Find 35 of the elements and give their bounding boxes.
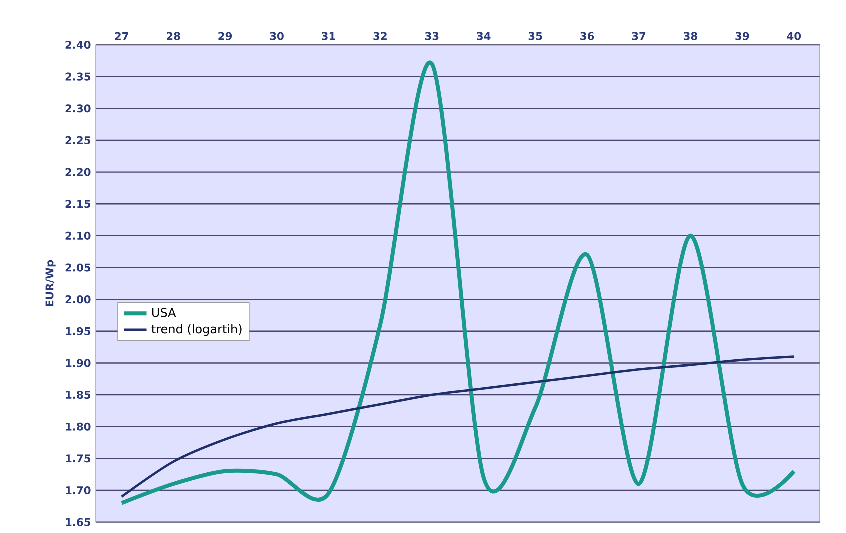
x-tick-label: 40 (787, 32, 802, 40)
x-tick-label: 30 (270, 32, 284, 40)
x-tick-label: 38 (684, 32, 698, 40)
y-tick-label: 2.15 (66, 200, 91, 208)
y-tick-label: 1.75 (66, 454, 91, 463)
y-tick-label: 2.40 (66, 40, 91, 50)
y-tick-label: 1.95 (66, 327, 91, 336)
y-tick-label: 1.85 (66, 391, 91, 400)
y-tick-label: 2.30 (66, 104, 91, 113)
line-series (120, 356, 796, 498)
y-tick-label: 2.35 (66, 72, 91, 81)
x-tick-label: 33 (425, 32, 439, 40)
x-tick-label: 31 (322, 32, 336, 40)
x-tick-label: 35 (528, 32, 542, 40)
y-tick-label: 1.90 (66, 359, 91, 368)
x-tick-label: 32 (374, 32, 387, 40)
y-tick-label: 2.10 (66, 232, 91, 240)
y-tick-label: 2.20 (66, 168, 91, 176)
y-tick-label: 2.25 (66, 136, 91, 144)
x-tick-label: 39 (736, 32, 750, 40)
y-tick-label: 2.05 (66, 264, 91, 272)
y-tick-label: 1.70 (66, 486, 91, 495)
x-tick-label: 27 (115, 32, 128, 40)
x-tick-label: 37 (632, 32, 646, 40)
x-tick-label: 36 (580, 32, 594, 40)
x-tick-label: 28 (166, 32, 180, 40)
y-axis-title: EUR/Wp (46, 260, 56, 306)
y-tick-label: 1.80 (66, 422, 91, 431)
line-series (120, 62, 796, 506)
y-tick-label: 2.00 (66, 296, 91, 304)
x-tick-label: 29 (218, 32, 232, 40)
legend-label: USA (152, 308, 176, 318)
x-tick-label: 34 (477, 32, 491, 40)
legend-label: trend (logartih) (152, 324, 242, 336)
y-tick-label: 1.65 (66, 518, 91, 526)
